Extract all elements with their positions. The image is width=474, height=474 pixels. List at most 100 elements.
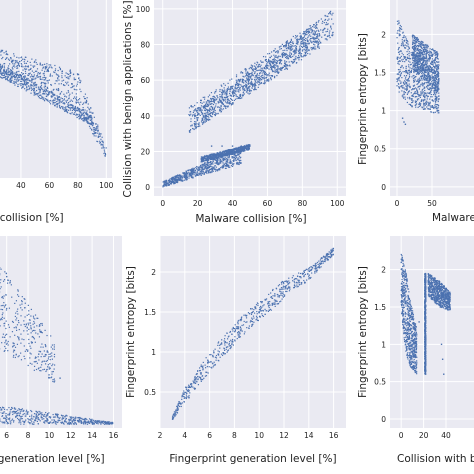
scatter-point [6,77,8,79]
scatter-point [60,83,62,85]
scatter-point [410,92,412,94]
scatter-point [268,65,270,67]
scatter-point [205,165,207,168]
scatter-point [52,95,54,97]
scatter-point [315,22,317,24]
scatter-point [86,121,88,123]
scatter-point [206,159,208,161]
scatter-point [85,120,87,122]
scatter-point [422,42,424,44]
scatter-point [223,83,225,85]
scatter-point [280,68,282,70]
scatter-point [193,128,195,130]
scatter-point [196,165,198,168]
scatter-point [212,106,214,108]
scatter-point [163,185,165,187]
scatter-point [243,82,245,84]
scatter-point [5,53,7,56]
scatter-point [221,101,223,104]
scatter-point [178,174,180,177]
scatter-point [250,90,252,92]
scatter-point [103,147,105,149]
scatter-point [431,89,433,91]
scatter-point [170,177,172,180]
scatter-point [24,83,26,85]
scatter-point [406,79,408,81]
scatter-point [197,113,199,116]
scatter-point [39,72,41,74]
scatter-point [190,120,192,123]
scatter-point [80,115,83,117]
scatter-point [265,59,267,61]
scatter-point [202,158,205,161]
scatter-point [0,51,2,53]
scatter-point [265,68,267,70]
scatter-point [182,172,184,174]
scatter-point [209,113,211,115]
scatter-point [233,153,236,156]
scatter-point [63,109,65,111]
scatter-point [273,60,275,62]
scatter-point [293,61,296,63]
scatter-point [288,55,290,57]
scatter-point [422,72,424,74]
scatter-point [418,98,420,100]
scatter-point [36,70,38,72]
scatter-point [1,49,4,51]
scatter-point [314,40,316,42]
scatter-point [84,117,86,119]
scatter-point [93,116,95,118]
scatter-point [24,56,27,58]
scatter-point [69,74,71,77]
scatter-point [47,80,49,82]
scatter-point [434,103,436,105]
scatter-point [312,46,314,48]
scatter-point [287,56,289,59]
scatter-point [4,72,7,74]
scatter-point [309,53,311,55]
scatter-point [408,57,410,60]
scatter-point [323,34,326,36]
scatter-point [49,75,51,77]
scatter-point [239,88,241,90]
scatter-point [10,69,12,71]
scatter-point [196,109,198,112]
scatter-point [315,24,317,27]
scatter-point [216,154,218,156]
scatter-point [251,73,253,75]
scatter-point [412,100,414,102]
scatter-point [83,102,85,104]
scatter-point [248,79,251,81]
scatter-point [71,92,73,94]
scatter-point [429,90,432,92]
scatter-point [251,67,253,69]
scatter-point [42,66,45,68]
scatter-point [26,83,28,85]
scatter-point [425,94,428,96]
scatter-point [268,58,270,61]
scatter-point [51,75,53,77]
scatter-point [324,38,326,40]
scatter-point [26,77,28,79]
scatter-point [16,70,18,73]
scatter-point [432,100,434,102]
scatter-point [9,73,11,76]
scatter-point [215,157,218,159]
scatter-point [250,81,252,83]
scatter-point [398,83,400,85]
scatter-point [45,91,47,93]
grid-lines [20,0,107,178]
scatter-point [173,181,175,184]
scatter-point [90,107,92,109]
scatter-point [211,98,213,100]
scatter-point [236,157,238,159]
scatter-point [419,94,421,97]
scatter-point [431,99,433,101]
scatter-point [212,103,215,106]
scatter-point [203,106,205,108]
scatter-point [56,95,58,97]
scatter-point [299,32,301,34]
scatter-point [223,90,225,93]
scatter-point [222,157,224,159]
scatter-point [199,166,201,168]
